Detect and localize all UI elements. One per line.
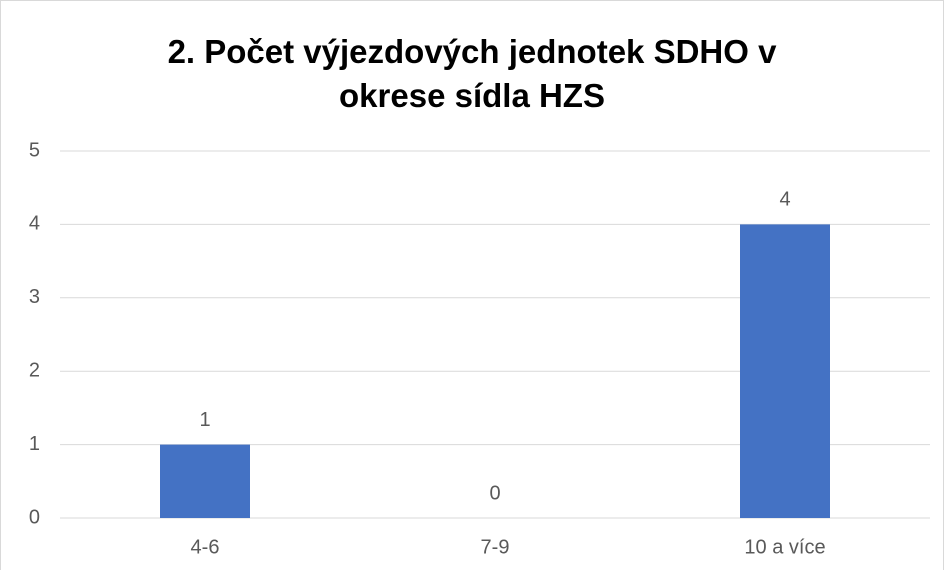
y-tick-label: 5: [29, 139, 40, 161]
x-tick-label: 7-9: [481, 536, 510, 558]
bar: [740, 224, 830, 518]
y-tick-label: 4: [29, 213, 40, 235]
y-tick-label: 0: [29, 506, 40, 528]
data-label: 0: [489, 482, 500, 504]
bar: [160, 444, 250, 518]
data-label: 1: [199, 409, 210, 431]
y-tick-label: 1: [29, 433, 40, 455]
chart-title: 2. Počet výjezdových jednotek SDHO v okr…: [167, 33, 777, 114]
y-tick-label: 3: [29, 286, 40, 308]
x-tick-label: 4-6: [191, 536, 220, 558]
x-tick-label: 10 a více: [744, 536, 825, 558]
y-tick-label: 2: [29, 359, 40, 381]
data-label: 4: [779, 189, 790, 211]
